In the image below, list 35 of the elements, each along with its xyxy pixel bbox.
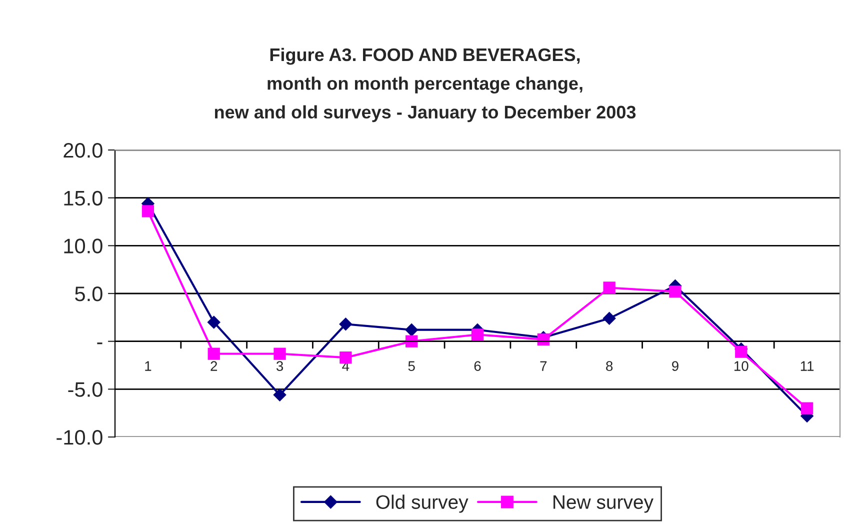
point [603,282,616,294]
point [207,316,220,329]
point [340,352,352,364]
x-tick-label: 3 [276,361,284,371]
x-tick-label: 6 [474,361,481,371]
chart-title: Figure A3. FOOD AND BEVERAGES, month on month percentage change, new and old surveys - January to December 2003 [214,48,636,122]
x-tick-label: 2 [210,361,218,371]
y-tick-label: 15.0 [64,190,102,206]
point [339,318,352,331]
y-tick-label: 20.0 [64,143,102,158]
point [602,312,616,325]
legend-label: New survey [554,495,654,513]
x-tick-label: 7 [540,361,547,371]
point [800,402,814,414]
y-tick-label: 10.0 [64,238,102,254]
point [142,205,154,218]
point [735,346,748,358]
x-tick-label: 9 [672,361,678,371]
y-tick-label: -10.0 [56,430,102,445]
point [406,335,418,348]
point [669,286,682,298]
x-tick-label: 10 [734,361,748,371]
point [273,388,286,402]
point [471,328,484,341]
x-tick-label: 1 [145,361,152,371]
x-tick-label: 11 [800,361,814,371]
x-tick-label: 5 [408,361,415,371]
y-tick-label: 5.0 [75,286,102,302]
point [274,348,286,360]
legend-label: Old survey [376,494,468,513]
x-tick-label: 8 [606,361,613,371]
point [208,348,220,360]
y-tick-label: - [97,342,102,344]
y-tick-label: -5.0 [68,382,102,397]
point [405,323,418,336]
